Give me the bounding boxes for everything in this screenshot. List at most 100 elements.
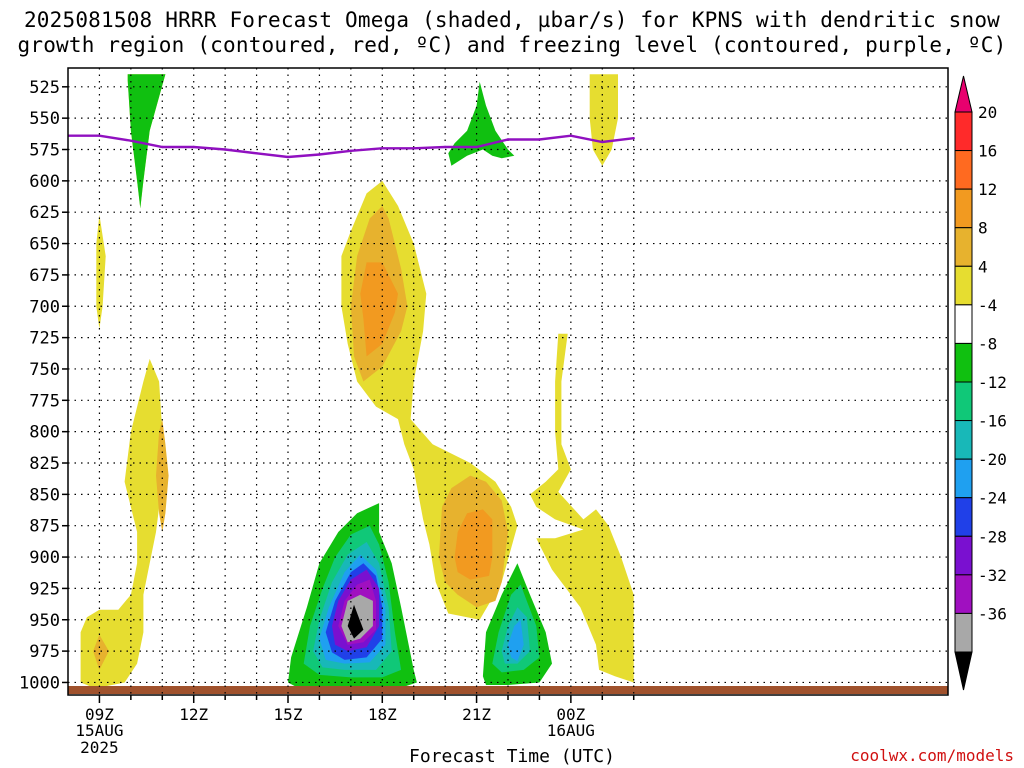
y-tick-label-600: 600: [29, 172, 60, 192]
y-tick-label-525: 525: [29, 78, 60, 98]
colorbar-label-12: 12: [978, 180, 997, 199]
series-point-0-1: [98, 134, 101, 137]
y-tick-label-650: 650: [29, 235, 60, 255]
colorbar-segment-10: [954, 458, 973, 499]
chart-title-line-1: 2025081508 HRRR Forecast Omega (shaded, …: [23, 8, 1001, 32]
colorbar-top-arrow: [954, 75, 973, 113]
y-tick-label-725: 725: [29, 329, 60, 349]
colorbar-segment-4: [954, 227, 973, 267]
omega-region-1: [127, 74, 166, 209]
colorbar-segment-12: [954, 535, 973, 576]
colorbar-segment-11: [954, 497, 973, 537]
x-tick-sublabel-15AUG: 15AUG: [75, 721, 123, 740]
series-point-0-4: [192, 145, 195, 149]
series-point-0-9: [349, 149, 353, 152]
series-point-0-16: [569, 134, 573, 137]
colorbar-segment-13: [954, 574, 973, 614]
colorbar-label-4: 4: [978, 257, 988, 276]
x-tick-label-09Z: 09Z: [85, 705, 114, 724]
omega-region-22: [347, 604, 364, 639]
y-tick-label-550: 550: [29, 109, 60, 129]
series-point-0-3: [161, 145, 164, 149]
series-point-0-17: [601, 140, 604, 144]
series-point-0-11: [412, 147, 415, 150]
x-tick-label-15Z: 15Z: [274, 705, 303, 724]
y-tick-label-700: 700: [29, 297, 60, 317]
x-tick-label-12Z: 12Z: [179, 705, 208, 724]
y-axis: 525 550 575 600 625 650 675 700 725 750 775 800 825 8…: [19, 78, 68, 693]
x-axis-label: Forecast Time (UTC): [409, 746, 615, 767]
omega-shaded-regions: [80, 74, 634, 689]
omega-region-5: [80, 358, 163, 687]
colorbar-segment-8: [954, 381, 973, 422]
omega-region-3: [589, 74, 618, 166]
colorbar-segment-3: [954, 188, 973, 229]
colorbar-label-20: 20: [978, 103, 997, 122]
y-tick-label-975: 975: [29, 642, 60, 662]
y-tick-label-675: 675: [29, 266, 60, 286]
y-tick-label-875: 875: [29, 517, 60, 537]
x-tick-label-21Z: 21Z: [462, 705, 491, 724]
colorbar-label--16: -16: [978, 412, 1007, 431]
series-point-0-8: [318, 153, 321, 156]
omega-region-13: [530, 333, 634, 683]
source-credit[interactable]: coolwx.com/models: [850, 746, 1014, 765]
x-tick-sublabel-2025: 2025: [80, 738, 119, 757]
omega-region-2: [448, 81, 515, 166]
omega-region-26: [508, 619, 524, 662]
colorbar-segment-9: [954, 420, 973, 460]
freezing-level-contour: [68, 134, 635, 159]
colorbar-segment-1: [954, 111, 973, 152]
y-tick-label-925: 925: [29, 579, 60, 599]
colorbar-label--24: -24: [978, 489, 1007, 508]
series-point-0-14: [506, 138, 510, 141]
omega-region-7: [156, 419, 169, 532]
y-tick-label-800: 800: [29, 423, 60, 443]
x-tick-label-18Z: 18Z: [368, 705, 397, 724]
chart-title-line-2: growth region (contoured, red, ºC) and f…: [17, 33, 1007, 57]
omega-region-10: [360, 262, 398, 357]
y-tick-label-1000: 1000: [19, 673, 60, 693]
series-point-0-2: [129, 139, 133, 142]
series-point-0-5: [223, 148, 227, 151]
y-tick-label-950: 950: [29, 611, 60, 631]
x-tick-sublabel-16AUG: 16AUG: [547, 721, 595, 740]
colorbar-label--4: -4: [978, 296, 997, 315]
colorbar-segment-2: [954, 150, 973, 190]
omega-region-4: [96, 214, 106, 329]
colorbar-label-8: 8: [978, 219, 988, 238]
colorbar-label--12: -12: [978, 373, 1007, 392]
series-point-0-10: [381, 147, 384, 150]
series-point-0-7: [286, 155, 290, 159]
series-point-0-18: [632, 137, 635, 140]
y-tick-label-825: 825: [29, 454, 60, 474]
colorbar-label--20: -20: [978, 450, 1007, 469]
colorbar-label--32: -32: [978, 566, 1007, 585]
y-tick-label-625: 625: [29, 203, 60, 223]
y-tick-label-850: 850: [29, 485, 60, 505]
series-point-0-13: [475, 145, 478, 149]
series-point-0-15: [538, 138, 541, 141]
y-tick-label-575: 575: [29, 141, 60, 161]
series-point-0-6: [255, 152, 258, 155]
colorbar-label--36: -36: [978, 604, 1007, 623]
colorbar-segment-6: [954, 304, 973, 344]
y-tick-label-900: 900: [29, 548, 60, 568]
omega-region-6: [93, 634, 109, 670]
omega-region-12: [454, 509, 493, 580]
colorbar-segment-5: [954, 265, 973, 306]
series-point-0-12: [443, 145, 447, 149]
colorbar-label--28: -28: [978, 527, 1007, 546]
grid-lines: [68, 68, 948, 695]
y-tick-label-750: 750: [29, 360, 60, 380]
colorbar-segment-14: [954, 612, 973, 653]
colorbar-segment-7: [954, 342, 973, 383]
x-tick-label-00Z: 00Z: [556, 705, 585, 724]
y-tick-label-775: 775: [29, 391, 60, 411]
colorbar: 20 16 12 8 4 -4 -8 -12 -16 -20 -24 -28 -32 -36: [954, 75, 1007, 691]
ground-strip: [68, 686, 948, 694]
colorbar-bottom-arrow: [954, 651, 973, 691]
colorbar-label-16: 16: [978, 142, 997, 161]
